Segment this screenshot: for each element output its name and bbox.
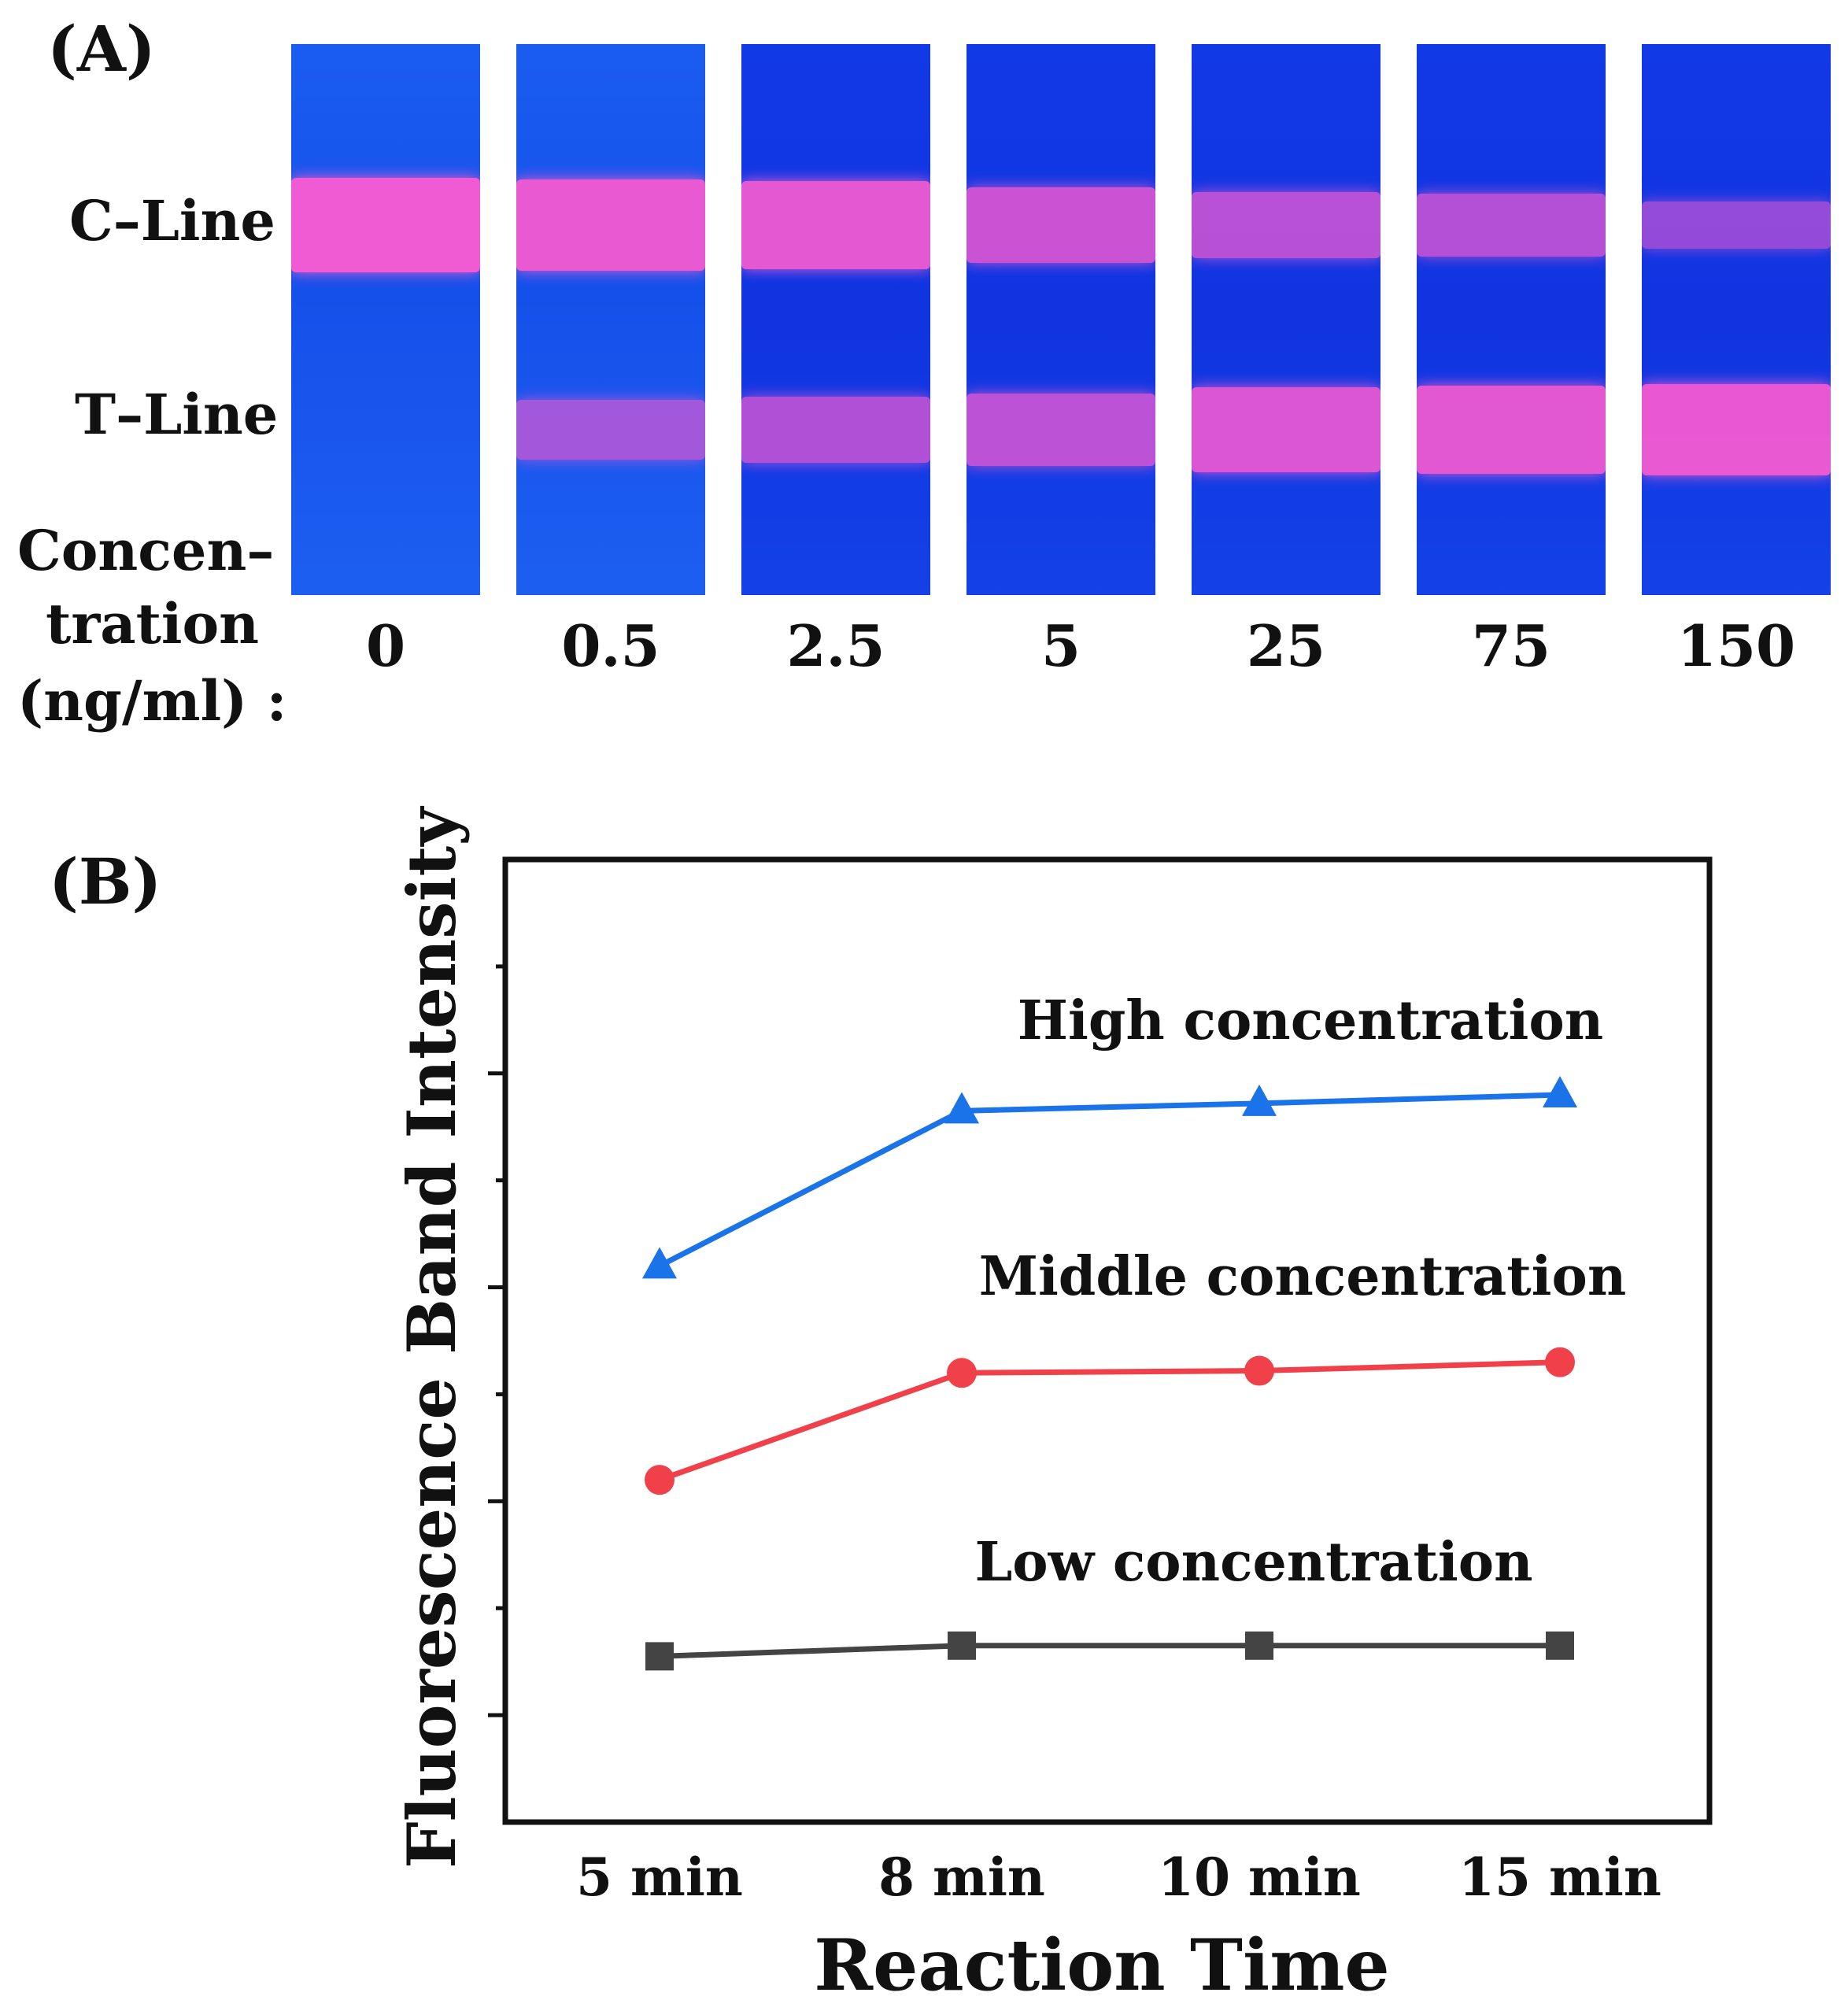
t-line-band xyxy=(1417,386,1606,474)
t-line-band xyxy=(1192,387,1380,472)
data-point-circle xyxy=(1244,1355,1274,1386)
data-point-triangle xyxy=(944,1092,979,1124)
test-strip xyxy=(967,44,1155,595)
c-line-band xyxy=(291,178,480,272)
data-point-triangle xyxy=(1242,1084,1277,1116)
x-tick-label: 10 min xyxy=(1158,1846,1361,1908)
series-circle xyxy=(645,1347,1575,1495)
test-strip xyxy=(1642,44,1831,595)
data-point-square xyxy=(1546,1631,1574,1660)
concentration-value: 0 xyxy=(365,612,406,679)
concentration-value: 2.5 xyxy=(786,612,885,679)
x-tick-labels: 5 min 8 min 10 min 15 min xyxy=(576,1846,1661,1908)
legend-middle-concentration: Middle concentration xyxy=(979,1245,1627,1308)
test-strip xyxy=(1192,44,1380,595)
c-line-band xyxy=(516,179,705,271)
concentration-value: 0.5 xyxy=(561,612,660,679)
data-point-triangle xyxy=(1543,1075,1577,1107)
data-point-square xyxy=(1245,1631,1273,1660)
concentration-label-line-2: tration xyxy=(46,591,260,656)
panel-a-letter: (A) xyxy=(47,12,156,86)
c-line-band xyxy=(1642,201,1831,249)
data-point-circle xyxy=(645,1465,675,1495)
c-line-band xyxy=(1192,192,1380,258)
series-triangle xyxy=(642,1075,1577,1279)
c-line-band xyxy=(741,181,930,269)
concentration-value: 75 xyxy=(1471,612,1551,679)
series-square xyxy=(645,1631,1574,1671)
c-line-band xyxy=(1417,194,1606,257)
legend-high-concentration: High concentration xyxy=(1018,989,1603,1052)
series-line xyxy=(659,1643,1560,1659)
c-line-band xyxy=(967,187,1155,263)
series-layer xyxy=(642,1075,1577,1671)
data-point-square xyxy=(948,1631,976,1660)
c-line-label: C–Line xyxy=(69,188,275,253)
x-tick-label: 15 min xyxy=(1458,1846,1661,1908)
x-axis-label: Reaction Time xyxy=(814,1924,1389,2007)
test-strip xyxy=(291,44,480,595)
data-point-triangle xyxy=(642,1247,677,1279)
concentration-label-line-1: Concen– xyxy=(17,518,275,583)
test-strip xyxy=(741,44,930,595)
x-tick-label: 8 min xyxy=(878,1846,1045,1908)
concentration-label-line-3: (ng/ml) : xyxy=(17,668,287,734)
panel-b-letter: (B) xyxy=(49,845,162,919)
test-strip xyxy=(516,44,705,595)
t-line-band xyxy=(1642,384,1831,475)
test-strip xyxy=(1417,44,1606,595)
y-axis-label: Fluorescence Band Intensity xyxy=(393,806,471,1869)
series-line xyxy=(658,1359,1561,1483)
x-tick-label: 5 min xyxy=(576,1846,743,1908)
plot-frame xyxy=(502,856,1713,1825)
concentration-value: 150 xyxy=(1676,612,1796,679)
concentration-value: 5 xyxy=(1040,612,1081,679)
data-point-circle xyxy=(947,1358,977,1388)
t-line-band xyxy=(741,397,930,463)
legend-low-concentration: Low concentration xyxy=(974,1531,1532,1594)
t-line-band xyxy=(516,400,705,460)
data-point-circle xyxy=(1545,1347,1575,1377)
y-axis-ticks xyxy=(488,964,505,1717)
t-line-band xyxy=(967,394,1155,466)
series-line xyxy=(658,1092,1561,1269)
t-line-label: T–Line xyxy=(75,382,279,447)
data-point-square xyxy=(645,1642,674,1671)
concentration-value: 25 xyxy=(1246,612,1326,679)
